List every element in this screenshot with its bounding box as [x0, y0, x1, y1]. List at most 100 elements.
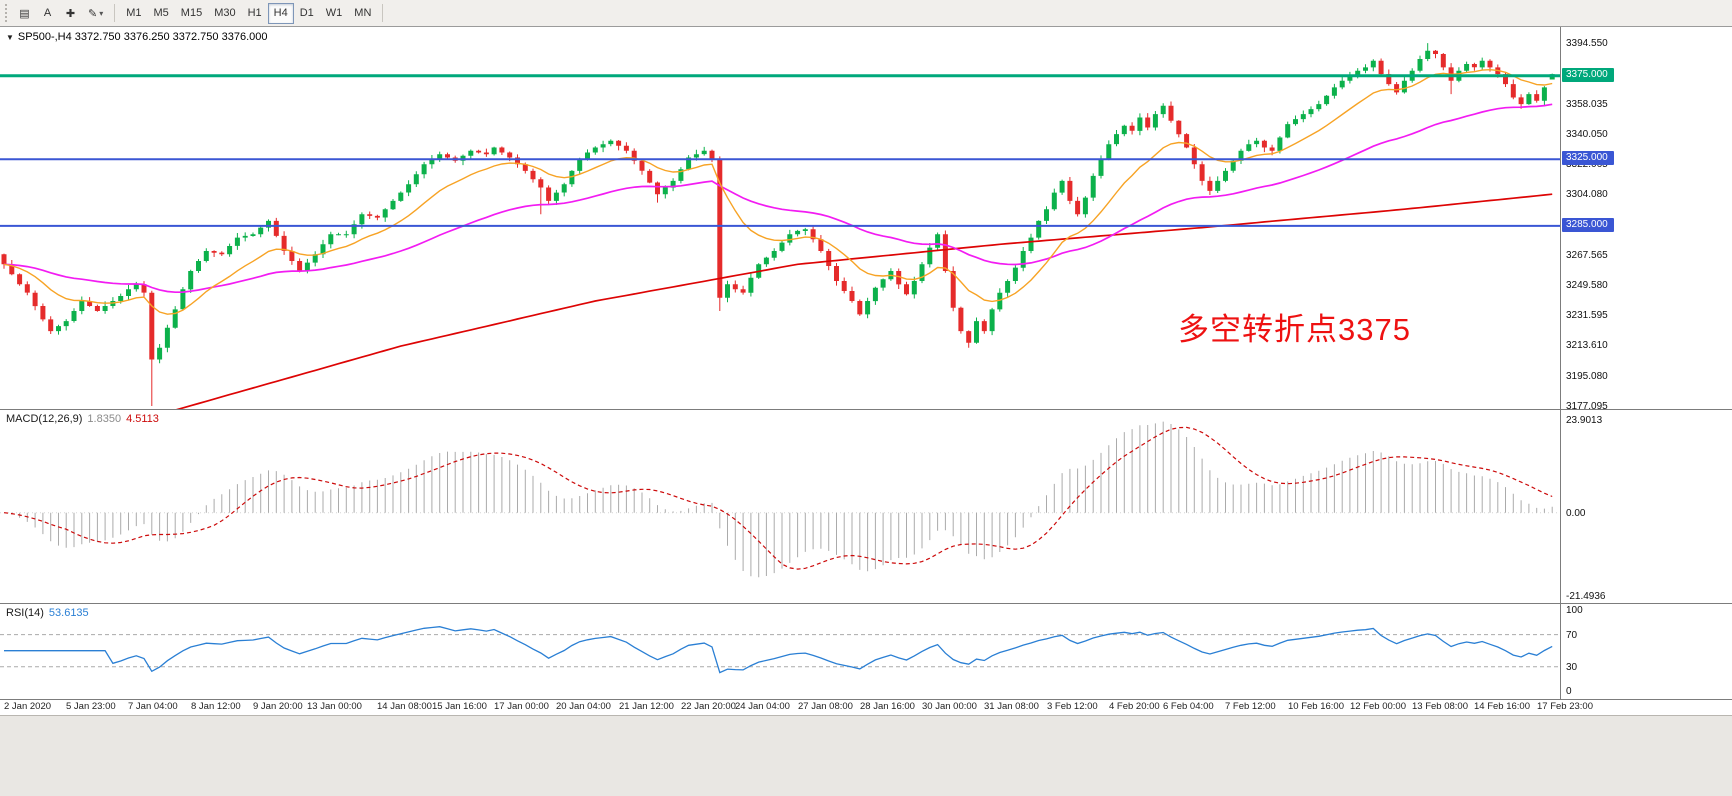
- rsi-tick-label: 70: [1566, 629, 1578, 641]
- price-axis[interactable]: 3394.5503358.0353340.0503322.0653304.080…: [1561, 27, 1731, 412]
- time-axis-label: 7 Feb 12:00: [1225, 701, 1276, 712]
- price-level-badge: 3375.000: [1562, 67, 1614, 82]
- axis-separator-line: [1560, 27, 1561, 699]
- time-axis-label: 5 Jan 23:00: [66, 701, 116, 712]
- chart-annotation-text[interactable]: 多空转折点3375: [1178, 312, 1411, 347]
- time-axis-label: 13 Feb 08:00: [1412, 701, 1468, 712]
- time-axis-label: 24 Jan 04:00: [735, 701, 790, 712]
- rsi-indicator-chart[interactable]: [0, 604, 1560, 699]
- price-tick-label: 3177.095: [1566, 401, 1608, 412]
- menu-icon: ▤: [19, 7, 30, 20]
- draw-tools-button[interactable]: ✎ ▾: [82, 3, 109, 24]
- macd-tick-label: 23.9013: [1566, 415, 1603, 427]
- macd-axis[interactable]: 23.9013 0.00 -21.4936: [1561, 410, 1731, 603]
- time-axis[interactable]: 2 Jan 2020 5 Jan 23:00 7 Jan 04:00 8 Jan 12…: [0, 700, 1732, 714]
- chevron-down-icon: ▾: [99, 8, 104, 18]
- time-axis-label: 31 Jan 08:00: [984, 701, 1039, 712]
- price-tick-label: 3249.580: [1566, 280, 1608, 291]
- toolbar-separator: [114, 4, 116, 22]
- time-axis-label: 17 Jan 00:00: [494, 701, 549, 712]
- timeframe-button-m5[interactable]: M5: [148, 3, 175, 24]
- toolbar-grip-handle[interactable]: [5, 4, 9, 22]
- price-tick-label: 3231.595: [1566, 310, 1608, 322]
- rsi-line: [4, 626, 1553, 674]
- main-price-chart[interactable]: [0, 27, 1560, 409]
- timeframe-button-d1[interactable]: D1: [294, 3, 320, 24]
- price-level-badge: 3285.000: [1562, 217, 1614, 232]
- rsi-name: RSI(14): [6, 607, 44, 619]
- time-axis-label: 14 Jan 08:00: [377, 701, 432, 712]
- panel-splitter[interactable]: [0, 603, 1732, 604]
- time-axis-label: 22 Jan 20:00: [681, 701, 736, 712]
- toolbar-separator: [382, 4, 384, 22]
- macd-signal-line: [3, 426, 1553, 570]
- macd-indicator-chart[interactable]: [0, 410, 1560, 603]
- ma-fast-line: [3, 68, 1553, 315]
- panel-splitter[interactable]: [0, 409, 1732, 410]
- rsi-axis[interactable]: 100 70 30 0: [1561, 604, 1731, 699]
- bottom-empty-strip: [0, 715, 1732, 796]
- price-level-badge: 3325.000: [1562, 151, 1614, 166]
- time-axis-label: 4 Feb 20:00: [1109, 701, 1160, 712]
- time-axis-label: 27 Jan 08:00: [798, 701, 853, 712]
- ma-mid-line: [3, 103, 1553, 294]
- time-axis-label: 3 Feb 12:00: [1047, 701, 1098, 712]
- ma-slow-line: [175, 193, 1553, 409]
- time-axis-label: 13 Jan 00:00: [307, 701, 362, 712]
- time-axis-label: 15 Jan 16:00: [432, 701, 487, 712]
- text-tool-label: A: [43, 7, 52, 19]
- price-tick-label: 3195.080: [1566, 371, 1608, 382]
- timeframe-button-w1[interactable]: W1: [320, 3, 349, 24]
- symbol-ohlc-header: ▼ SP500-,H4 3372.750 3376.250 3372.750 33…: [6, 31, 267, 43]
- timeframe-button-m30[interactable]: M30: [208, 3, 241, 24]
- price-tick-label: 3304.080: [1566, 189, 1608, 201]
- rsi-tick-label: 30: [1566, 661, 1578, 673]
- up-candle-bodies: [56, 50, 1555, 360]
- rsi-label: RSI(14) 53.6135: [6, 607, 89, 619]
- rsi-value: 53.6135: [48, 607, 89, 619]
- time-axis-label: 14 Feb 16:00: [1474, 701, 1530, 712]
- charts-menu-button[interactable]: ▤: [13, 3, 36, 24]
- timeframe-button-h4[interactable]: H4: [267, 2, 294, 24]
- rsi-tick-label: 100: [1566, 605, 1583, 617]
- time-axis-label: 6 Feb 04:00: [1163, 701, 1214, 712]
- toolbar: ▤ A ✚ ✎ ▾ M1 M5 M15 M30 H1 H4 D1 W1 MN: [0, 0, 1732, 27]
- macd-signal-value: 4.5113: [126, 413, 159, 425]
- rsi-tick-label: 0: [1566, 685, 1572, 697]
- timeframe-button-h1[interactable]: H1: [242, 3, 268, 24]
- timeframe-button-m1[interactable]: M1: [120, 3, 147, 24]
- time-axis-label: 30 Jan 00:00: [922, 701, 977, 712]
- down-candle-wicks: [3, 50, 1538, 406]
- macd-main-value: 1.8350: [87, 413, 122, 425]
- price-tick-label: 3358.035: [1566, 99, 1608, 110]
- time-axis-label: 20 Jan 04:00: [556, 701, 611, 712]
- timeframe-button-m15[interactable]: M15: [175, 3, 208, 24]
- price-tick-label: 3340.050: [1566, 129, 1608, 141]
- time-axis-label: 2 Jan 2020: [4, 701, 52, 712]
- time-axis-label: 8 Jan 12:00: [191, 701, 241, 712]
- macd-histogram: [11, 421, 1553, 578]
- time-axis-label: 10 Feb 16:00: [1288, 701, 1344, 712]
- time-axis-label: 21 Jan 12:00: [619, 701, 674, 712]
- time-axis-label: 17 Feb 23:00: [1537, 701, 1593, 712]
- collapse-triangle-icon[interactable]: ▼: [6, 33, 14, 42]
- price-tick-label: 3267.565: [1566, 250, 1608, 261]
- symbol-ohlc-text: SP500-,H4 3372.750 3376.250 3372.750 337…: [17, 31, 268, 43]
- panel-splitter: [0, 699, 1732, 700]
- price-tick-label: 3394.550: [1566, 38, 1608, 50]
- macd-name: MACD(12,26,9): [6, 413, 83, 425]
- text-tool-button[interactable]: A: [36, 3, 59, 24]
- time-axis-label: 9 Jan 20:00: [253, 701, 303, 712]
- macd-tick-label: 0.00: [1566, 507, 1586, 519]
- time-axis-label: 7 Jan 04:00: [128, 701, 178, 712]
- time-axis-label: 28 Jan 16:00: [860, 701, 915, 712]
- timeframe-button-mn[interactable]: MN: [348, 3, 377, 24]
- crosshair-tool-button[interactable]: ✚: [59, 3, 82, 24]
- price-tick-label: 3213.610: [1566, 340, 1608, 352]
- time-axis-label: 12 Feb 00:00: [1350, 701, 1406, 712]
- pencil-icon: ✎: [88, 7, 98, 20]
- macd-label: MACD(12,26,9) 1.8350 4.5113: [6, 413, 159, 425]
- crosshair-icon: ✚: [65, 7, 76, 20]
- macd-tick-label: -21.4936: [1566, 591, 1606, 602]
